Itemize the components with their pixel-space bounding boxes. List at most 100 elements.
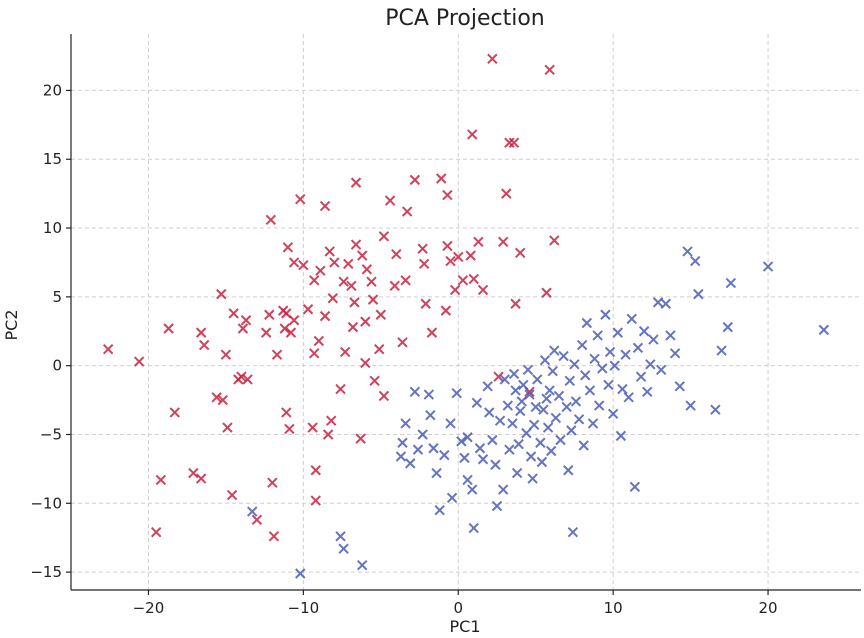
data-point xyxy=(360,357,371,369)
data-point xyxy=(578,440,589,451)
y-tick-label: 15 xyxy=(43,150,62,168)
data-point xyxy=(226,489,238,501)
x-tick-label: −20 xyxy=(133,599,165,617)
data-point xyxy=(550,412,562,424)
data-point xyxy=(307,422,318,433)
data-point xyxy=(682,246,693,257)
data-point xyxy=(163,323,174,334)
data-point xyxy=(288,257,300,268)
data-point xyxy=(357,560,368,571)
data-point xyxy=(400,275,411,286)
data-point xyxy=(493,371,504,382)
data-point xyxy=(240,315,252,326)
data-point xyxy=(338,543,349,554)
data-point xyxy=(566,425,577,436)
data-point xyxy=(308,348,320,359)
data-point xyxy=(442,240,453,252)
data-point xyxy=(374,343,385,355)
data-point xyxy=(553,390,565,402)
data-point xyxy=(576,339,588,351)
data-point xyxy=(569,359,580,370)
data-point xyxy=(267,477,278,488)
data-point xyxy=(669,348,681,359)
data-point xyxy=(563,465,574,476)
y-tick-label: 5 xyxy=(52,288,62,306)
data-point xyxy=(725,277,737,289)
data-point xyxy=(660,298,672,309)
data-point xyxy=(418,258,430,270)
data-point xyxy=(638,326,650,337)
data-point xyxy=(449,284,461,296)
data-point xyxy=(347,321,359,333)
data-point xyxy=(508,368,520,380)
data-point xyxy=(710,404,721,415)
data-point xyxy=(494,415,506,426)
data-point xyxy=(442,189,453,201)
data-point xyxy=(462,474,473,486)
data-point xyxy=(466,484,478,495)
data-point xyxy=(324,246,335,257)
data-point xyxy=(360,316,371,327)
data-point xyxy=(716,345,727,356)
data-point xyxy=(349,297,360,308)
data-point xyxy=(528,419,540,431)
y-tick-label: 10 xyxy=(43,219,62,237)
y-tick-label: −5 xyxy=(40,425,62,443)
data-point xyxy=(335,531,346,542)
data-point xyxy=(236,371,247,382)
data-point xyxy=(401,206,413,217)
data-point xyxy=(547,365,558,377)
data-point xyxy=(434,504,445,516)
data-point xyxy=(538,404,549,415)
data-point xyxy=(665,330,676,341)
data-point xyxy=(487,434,498,446)
data-point xyxy=(298,260,309,271)
data-point xyxy=(295,568,306,579)
data-point xyxy=(242,374,253,385)
data-point xyxy=(544,385,555,396)
data-point xyxy=(155,474,167,486)
data-point xyxy=(530,401,541,413)
data-point xyxy=(417,429,428,440)
data-point xyxy=(217,394,229,406)
data-point xyxy=(456,436,467,447)
data-point xyxy=(195,473,207,484)
data-point xyxy=(346,280,357,292)
data-point xyxy=(592,330,603,341)
data-point xyxy=(251,514,263,526)
data-point xyxy=(412,444,424,455)
data-point xyxy=(558,350,569,362)
x-tick-label: 20 xyxy=(759,599,778,617)
data-point xyxy=(445,255,456,267)
data-point xyxy=(222,422,233,433)
data-point xyxy=(285,327,297,338)
data-point xyxy=(594,400,605,411)
data-point xyxy=(260,327,272,338)
data-point xyxy=(504,137,515,148)
ticks: −20 −10 0 10 20 −15 −10 −5 0 5 10 15 20 xyxy=(30,81,777,617)
data-point xyxy=(645,359,656,370)
data-point xyxy=(513,438,524,450)
data-point xyxy=(648,334,659,345)
data-point xyxy=(216,288,227,300)
data-point xyxy=(468,273,479,285)
data-point xyxy=(629,481,641,492)
data-point xyxy=(524,389,535,400)
data-point xyxy=(426,327,438,338)
data-point xyxy=(570,396,582,407)
data-point xyxy=(361,264,373,275)
data-point xyxy=(313,335,325,347)
data-point xyxy=(425,410,436,421)
data-point xyxy=(384,195,396,206)
data-point xyxy=(685,400,696,411)
data-point xyxy=(295,193,306,205)
data-point xyxy=(508,137,520,148)
data-point xyxy=(490,459,501,470)
data-point xyxy=(378,231,390,242)
data-point xyxy=(420,298,431,309)
data-point xyxy=(462,432,473,443)
data-point xyxy=(228,308,239,319)
data-point xyxy=(439,449,450,461)
data-point xyxy=(405,458,416,469)
data-point xyxy=(409,386,421,398)
